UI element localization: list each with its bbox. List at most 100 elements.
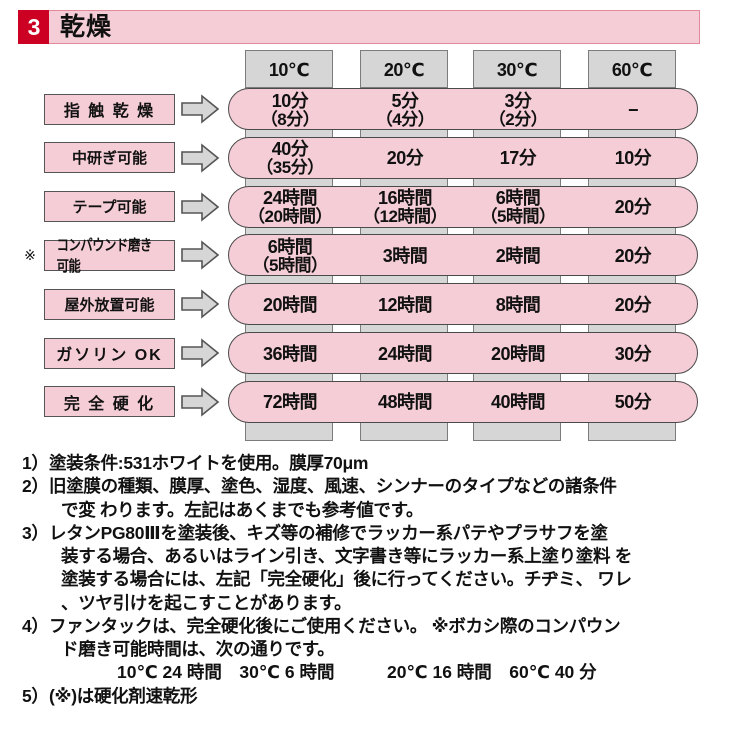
- table-cell: 40分 （35分）: [246, 138, 334, 180]
- footnote-body: 旧塗膜の種類、膜厚、塗色、湿度、風速、シンナーのタイプなどの諸条件 で変 わります…: [49, 475, 712, 522]
- footnote-line: ファンタックは、完全硬化後にご使用ください。 ※ボカシ際のコンパウン: [49, 615, 621, 636]
- column-header-4: 60℃: [588, 50, 676, 88]
- cell-main-value: 30分: [614, 343, 652, 364]
- cell-main-value: 24時間: [262, 188, 318, 209]
- row-label-7: 完 全 硬 化: [44, 386, 175, 418]
- table-cell: 20時間: [246, 284, 334, 326]
- footnote-line: ド磨き可能時間は、次の通りです。: [61, 639, 335, 660]
- footnote-line: レタンPG80Ⅲを塗装後、キズ等の補修でラッカー系パテやプラサフを塗: [49, 522, 608, 543]
- column-header-2: 20℃: [360, 50, 448, 88]
- footnote-item: 1） 塗装条件:531ホワイトを使用。膜厚70μm: [22, 452, 712, 475]
- footnote-line: (※)は硬化剤速乾形: [49, 685, 198, 706]
- cell-main-value: 2時間: [495, 245, 541, 266]
- cell-main-value: 6時間: [267, 237, 313, 258]
- footnote-temperature-line: 10℃ 24 時間 30℃ 6 時間 20℃ 16 時間 60℃ 40 分: [117, 662, 597, 683]
- table-cell: 20分: [361, 138, 449, 180]
- arrow-right-icon: [181, 338, 220, 368]
- table-cell: 72時間: [246, 382, 334, 424]
- table-row: 10分 （8分） 5分 （4分） 3分 （2分） −: [228, 88, 698, 130]
- table-row: 20時間 12時間 8時間 20分: [228, 283, 698, 326]
- table-cell: 3分 （2分）: [474, 89, 562, 131]
- cell-main-value: 6時間: [495, 188, 541, 209]
- cell-main-value: 72時間: [262, 392, 318, 413]
- cell-main-value: 20時間: [262, 294, 318, 315]
- table-cell: 20時間: [474, 333, 562, 375]
- table-row: 72時間 48時間 40時間 50分: [228, 380, 698, 424]
- footnote-number: 1）: [22, 453, 49, 473]
- cell-main-value: 12時間: [377, 294, 433, 315]
- cell-main-value: 50分: [614, 392, 652, 413]
- table-cell: 24時間 （20時間）: [246, 187, 334, 229]
- footnote-number: 4）: [22, 615, 49, 636]
- table-cell: 3時間: [361, 235, 449, 277]
- footnote-line: で変 わります。左記はあくまでも参考値です。: [61, 499, 424, 520]
- footnote-line: 旧塗膜の種類、膜厚、塗色、湿度、風速、シンナーのタイプなどの諸条件: [49, 476, 617, 497]
- cell-main-value: 40時間: [490, 392, 546, 413]
- cell-main-value: 10分: [614, 148, 652, 169]
- footnote-line: 塗装条件:531ホワイトを使用。膜厚70μm: [49, 453, 369, 473]
- cell-main-value: 40分: [271, 139, 309, 160]
- footnote-item: 4） ファンタックは、完全硬化後にご使用ください。 ※ボカシ際のコンパウンド磨き可…: [22, 615, 712, 685]
- table-cell: 40時間: [474, 382, 562, 424]
- table-cell: 8時間: [474, 284, 562, 326]
- row-label-5: 屋外放置可能: [44, 288, 175, 320]
- cell-sub-value: （20時間）: [248, 207, 332, 227]
- cell-sub-value: （12時間）: [363, 207, 447, 227]
- column-header-1: 10℃: [245, 50, 333, 88]
- table-cell: 12時間: [361, 284, 449, 326]
- table-cell: 10分 （8分）: [246, 89, 334, 131]
- cell-sub-value: （35分）: [256, 158, 324, 178]
- table-cell: 48時間: [361, 382, 449, 424]
- row-label-3: テープ可能: [44, 191, 175, 223]
- column-header-3: 30℃: [473, 50, 561, 88]
- arrow-right-icon: [181, 240, 220, 271]
- table-row: 40分 （35分） 20分 17分 10分: [228, 136, 698, 180]
- table-cell: 10分: [589, 138, 677, 180]
- table-cell: 17分: [474, 138, 562, 180]
- table-cell: −: [589, 89, 677, 131]
- arrow-right-icon: [181, 191, 220, 222]
- footnote-body: ファンタックは、完全硬化後にご使用ください。 ※ボカシ際のコンパウンド磨き可能時…: [49, 615, 712, 685]
- page-title: 乾燥: [60, 13, 113, 41]
- cell-main-value: 20分: [614, 245, 652, 266]
- table-cell: 20分: [589, 187, 677, 229]
- cell-main-value: 20時間: [490, 343, 546, 364]
- footnote-line: 装する場合、あるいはライン引き、文字書き等にラッカー系上塗り塗料 を: [61, 546, 632, 567]
- cell-main-value: 3時間: [382, 245, 428, 266]
- arrow-right-icon: [181, 289, 220, 319]
- table-cell: 24時間: [361, 333, 449, 375]
- table-cell: 50分: [589, 382, 677, 424]
- table-row: 24時間 （20時間） 16時間 （12時間） 6時間 （5時間） 20分: [228, 185, 698, 229]
- table-cell: 6時間 （5時間）: [474, 187, 562, 229]
- cell-main-value: −: [627, 99, 639, 120]
- table-cell: 20分: [589, 284, 677, 326]
- cell-main-value: 36時間: [262, 343, 318, 364]
- cell-main-value: 8時間: [495, 294, 541, 315]
- table-row: 36時間 24時間 20時間 30分: [228, 332, 698, 374]
- cell-sub-value: （5時間）: [480, 207, 556, 227]
- arrow-right-icon: [181, 387, 220, 417]
- table-cell: 6時間 （5時間）: [246, 235, 334, 277]
- footnote-line: 塗装する場合には、左記「完全硬化」後に行ってください。チヂミ、 ワレ: [61, 569, 632, 590]
- footnote-body: レタンPG80Ⅲを塗装後、キズ等の補修でラッカー系パテやプラサフを塗装する場合、…: [49, 522, 712, 615]
- arrow-right-icon: [181, 94, 220, 124]
- row-note-mark-4: ※: [24, 246, 36, 263]
- cell-sub-value: （4分）: [375, 109, 435, 129]
- footnote-number: 3）: [22, 522, 49, 543]
- footnote-item: 3） レタンPG80Ⅲを塗装後、キズ等の補修でラッカー系パテやプラサフを塗装する場…: [22, 522, 712, 615]
- table-cell: 5分 （4分）: [361, 89, 449, 131]
- cell-main-value: 16時間: [377, 188, 433, 209]
- cell-main-value: 3分: [504, 90, 532, 111]
- footnote-body: 塗装条件:531ホワイトを使用。膜厚70μm: [49, 452, 712, 475]
- row-label-6: ガソリン OK: [44, 337, 175, 369]
- cell-main-value: 48時間: [377, 392, 433, 413]
- section-title-bar: [18, 10, 700, 44]
- footnote-item: 2） 旧塗膜の種類、膜厚、塗色、湿度、風速、シンナーのタイプなどの諸条件 で変 わり…: [22, 475, 712, 522]
- table-cell: 16時間 （12時間）: [361, 187, 449, 229]
- table-cell: 2時間: [474, 235, 562, 277]
- table-cell: 36時間: [246, 333, 334, 375]
- cell-sub-value: （8分）: [260, 109, 320, 129]
- footnote-line: 、ツヤ引けを起こすことがあります。: [61, 592, 352, 613]
- row-label-1: 指 触 乾 燥: [44, 93, 175, 125]
- cell-main-value: 10分: [271, 90, 309, 111]
